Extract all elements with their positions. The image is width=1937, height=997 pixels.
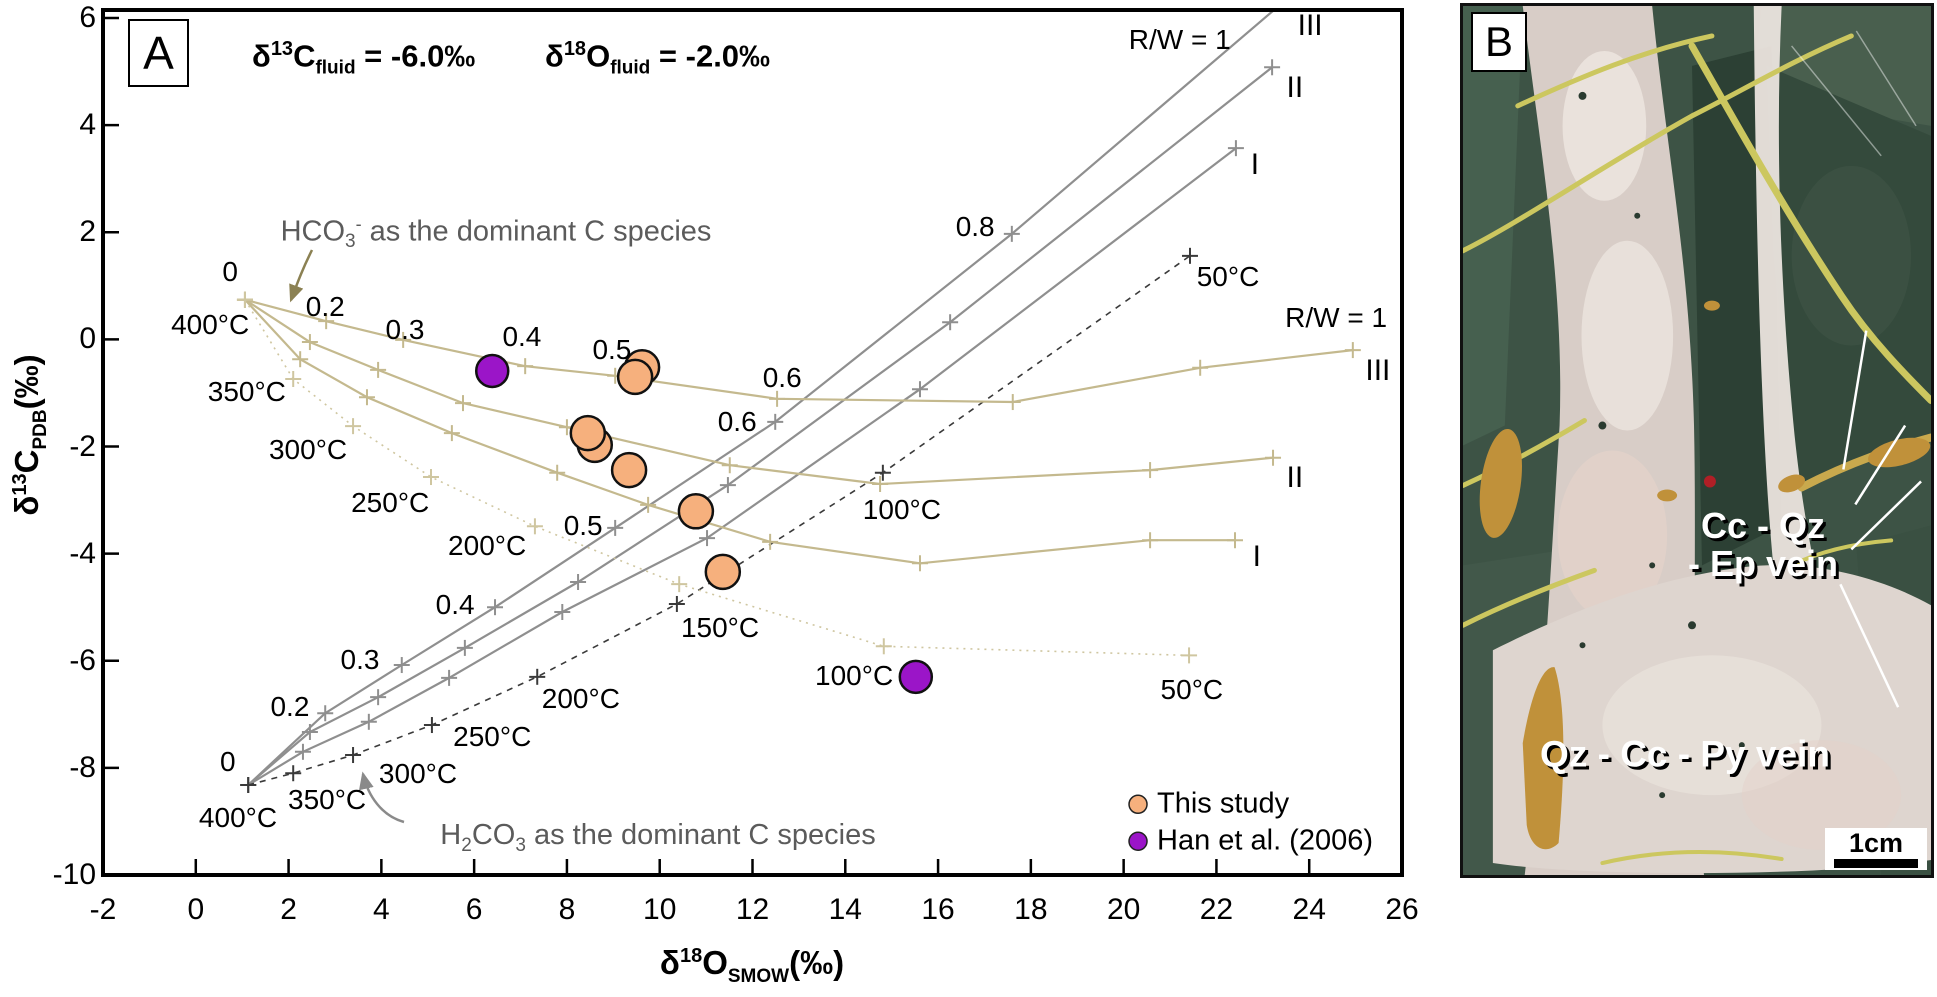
panel-b-letter-box: B — [1471, 12, 1527, 72]
curve-gray-III — [247, 11, 1275, 786]
fluid-c-value: δ13Cfluid = -6.0‰ — [252, 38, 476, 79]
curve-gray-II — [247, 66, 1273, 786]
data-point-this-study — [610, 451, 648, 489]
cc-qz-ep-vein-label: Cc - Qz - Ep vein — [1687, 505, 1839, 584]
curve-tan-I — [244, 298, 1235, 565]
curve-gray-I — [247, 147, 1237, 786]
hco3-species-label: HCO3- as the dominant C species — [280, 213, 712, 253]
rock-sample-photo: B Cc - Qz - Ep vein Qz - Cc - Py vein 1c… — [1460, 3, 1934, 878]
rock-photo-art — [1463, 6, 1931, 875]
vein-pointer-lines — [1839, 330, 1922, 708]
data-point-this-study — [569, 414, 607, 452]
curve-h2co3-temp-path — [247, 255, 1191, 786]
curve-hco3-temp-path — [244, 299, 1190, 657]
curve-tan-III — [244, 298, 1353, 404]
scale-bar: 1cm — [1825, 828, 1927, 870]
scale-bar-label: 1cm — [1848, 828, 1904, 858]
scale-bar-rule — [1834, 859, 1918, 868]
x-axis-title: δ18OSMOW(‰) — [659, 944, 845, 987]
panel-a-letter: A — [143, 27, 174, 79]
panel-b-letter: B — [1484, 18, 1513, 65]
data-point-this-study — [677, 493, 715, 530]
data-point-this-study — [616, 358, 654, 396]
legend-han-2006: Han et al. (2006) — [1157, 824, 1374, 857]
data-point-han-2006 — [474, 353, 510, 389]
panel-a-letter-box: A — [128, 19, 189, 87]
y-axis-title: δ13CPDB(‰) — [8, 354, 51, 516]
fluid-o-value: δ18Ofluid = -2.0‰ — [545, 38, 771, 79]
legend-this-study: This study — [1157, 787, 1290, 820]
data-point-han-2006 — [898, 659, 934, 695]
h2co3-species-label: H2CO3 as the dominant C species — [440, 819, 876, 856]
red-marker-dot — [1703, 475, 1716, 488]
qz-cc-py-vein-label: Qz - Cc - Py vein — [1540, 733, 1830, 775]
data-point-this-study — [704, 553, 742, 591]
isotope-plot — [101, 8, 1404, 877]
